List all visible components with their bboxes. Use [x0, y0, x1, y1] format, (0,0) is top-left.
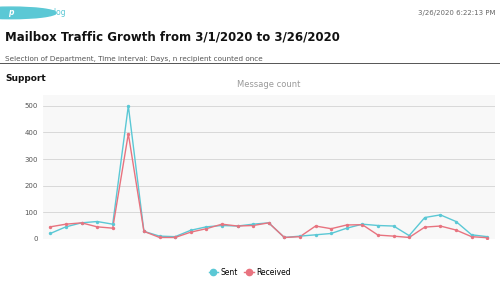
Text: Message count: Message count — [237, 81, 300, 89]
Text: Promodog: Promodog — [28, 8, 66, 17]
Point — [436, 212, 444, 217]
Circle shape — [0, 7, 56, 19]
Point — [265, 221, 273, 225]
Point — [234, 224, 241, 228]
Point — [156, 235, 164, 240]
Point — [171, 234, 179, 239]
Point — [327, 226, 335, 231]
Point — [358, 222, 366, 226]
Point — [312, 232, 320, 237]
Point — [280, 235, 288, 240]
Point — [202, 224, 210, 229]
Point — [374, 233, 382, 237]
Point — [171, 235, 179, 240]
Point — [421, 225, 429, 229]
Point — [93, 219, 101, 224]
Point — [374, 223, 382, 228]
Point — [421, 215, 429, 220]
Point — [218, 222, 226, 226]
Point — [78, 221, 86, 225]
Point — [343, 226, 351, 231]
Point — [280, 235, 288, 240]
Text: p: p — [8, 8, 14, 17]
Text: Support: Support — [5, 74, 46, 83]
Point — [390, 234, 398, 239]
Point — [62, 222, 70, 226]
Point — [405, 233, 413, 238]
Point — [296, 234, 304, 239]
Point — [468, 232, 475, 237]
Point — [249, 222, 257, 226]
Point — [46, 224, 54, 229]
Point — [124, 103, 132, 108]
Legend: Sent, Received: Sent, Received — [206, 265, 294, 280]
Point — [452, 219, 460, 224]
Point — [78, 221, 86, 225]
Point — [46, 231, 54, 236]
Point — [156, 234, 164, 239]
Point — [108, 222, 116, 226]
Point — [62, 224, 70, 229]
Point — [343, 223, 351, 227]
Point — [202, 226, 210, 231]
Point — [140, 229, 148, 234]
Point — [93, 224, 101, 229]
Point — [140, 229, 148, 234]
Point — [186, 228, 194, 233]
Point — [452, 228, 460, 232]
Point — [186, 230, 194, 234]
Point — [483, 235, 491, 240]
Point — [234, 224, 241, 228]
Point — [218, 223, 226, 228]
Point — [405, 235, 413, 240]
Point — [327, 231, 335, 236]
Point — [108, 226, 116, 231]
Point — [296, 234, 304, 239]
Point — [358, 222, 366, 227]
Point — [483, 234, 491, 239]
Point — [265, 221, 273, 225]
Text: Selection of Department, Time interval: Days, n recipient counted once: Selection of Department, Time interval: … — [5, 56, 263, 62]
Point — [124, 132, 132, 136]
Point — [249, 223, 257, 228]
Text: Mailbox Traffic Growth from 3/1/2020 to 3/26/2020: Mailbox Traffic Growth from 3/1/2020 to … — [5, 31, 340, 44]
Point — [436, 224, 444, 228]
Text: 3/26/2020 6:22:13 PM: 3/26/2020 6:22:13 PM — [418, 10, 495, 16]
Point — [468, 234, 475, 239]
Point — [312, 224, 320, 228]
Point — [390, 224, 398, 228]
